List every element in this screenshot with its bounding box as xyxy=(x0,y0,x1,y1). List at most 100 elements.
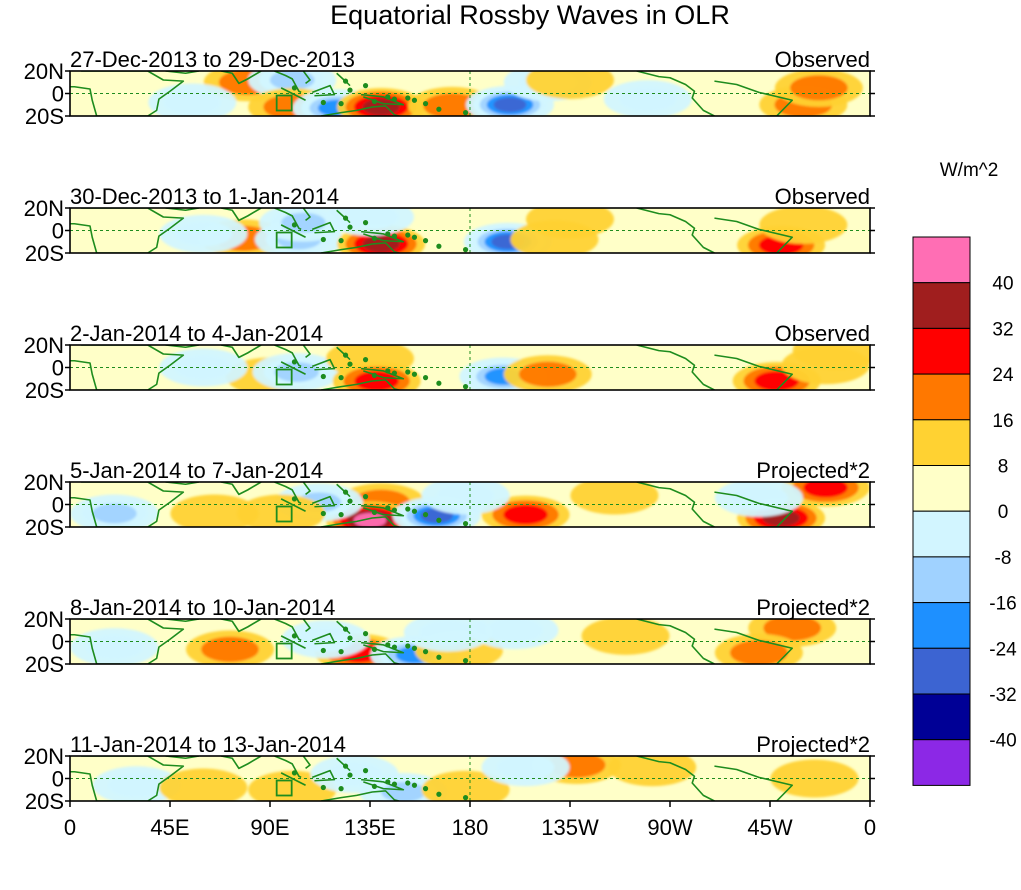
coastline xyxy=(274,619,302,642)
island xyxy=(385,642,391,648)
anomaly-contour xyxy=(781,346,870,385)
island xyxy=(371,783,378,789)
coastline xyxy=(302,208,311,222)
coastline xyxy=(320,516,400,527)
island xyxy=(362,494,369,500)
anomaly-contour xyxy=(730,485,788,511)
island xyxy=(411,782,418,788)
island xyxy=(391,781,398,787)
x-tick-label: 0 xyxy=(864,815,876,840)
colorbar-swatch xyxy=(912,419,971,466)
anomaly-contour xyxy=(341,208,399,230)
coastline xyxy=(714,354,794,390)
colorbar-tick-label: 16 xyxy=(992,411,1013,432)
y-tick-label: 0 xyxy=(52,630,64,655)
x-tick-label: 45W xyxy=(747,815,792,840)
island xyxy=(342,215,349,221)
coastline xyxy=(636,619,715,664)
coastline xyxy=(714,217,794,253)
island xyxy=(291,222,298,228)
coastline xyxy=(636,482,715,527)
island xyxy=(362,83,369,89)
island xyxy=(405,369,411,375)
island xyxy=(347,498,353,504)
colorbar-units-label: W/m^2 xyxy=(940,160,999,181)
panel-date-label: 2-Jan-2014 to 4-Jan-2014 xyxy=(70,321,323,346)
colorbar-tick-label: -24 xyxy=(989,639,1017,660)
island xyxy=(338,786,344,792)
anomaly-field xyxy=(92,756,859,801)
panel-date-label: 30-Dec-2013 to 1-Jan-2014 xyxy=(70,184,339,209)
island xyxy=(405,780,411,786)
anomaly-contour xyxy=(763,619,822,641)
island xyxy=(422,375,429,381)
anomaly-contour xyxy=(790,75,848,101)
panel-date-label: 11-Jan-2014 to 13-Jan-2014 xyxy=(70,732,346,757)
coastline xyxy=(274,71,302,94)
coastline xyxy=(302,756,311,770)
anomaly-contour xyxy=(418,619,477,646)
coastline xyxy=(636,208,715,253)
anomaly-contour xyxy=(803,482,848,498)
anomaly-contour xyxy=(570,482,659,515)
coastline xyxy=(220,345,262,359)
reference-box xyxy=(275,779,293,797)
anomaly-contour xyxy=(92,503,137,524)
coastline xyxy=(336,209,351,224)
coastline xyxy=(311,769,336,782)
island xyxy=(362,768,369,774)
reference-box xyxy=(275,505,293,523)
coastline xyxy=(220,482,262,496)
x-tick-label: 135W xyxy=(541,815,599,840)
anomaly-contour xyxy=(296,626,355,652)
island xyxy=(411,234,418,240)
x-axis: 0 45E 90E 135E 180 135W 90W 45W 0 xyxy=(64,801,876,840)
y-tick-label: 0 xyxy=(52,356,64,381)
coastline xyxy=(302,482,311,496)
coastline xyxy=(336,72,351,87)
coastlines xyxy=(70,345,794,390)
island xyxy=(320,647,326,654)
coastline xyxy=(274,345,302,368)
anomaly-contour xyxy=(526,208,614,239)
coastline xyxy=(220,71,262,85)
island xyxy=(347,224,353,230)
y-tick-label: 0 xyxy=(52,219,64,244)
island xyxy=(391,96,398,102)
anomaly-contour xyxy=(618,86,677,112)
coastline xyxy=(274,756,302,779)
anomaly-contour xyxy=(526,71,614,99)
island xyxy=(436,791,442,797)
island xyxy=(338,512,344,518)
island xyxy=(462,247,469,253)
colorbar: W/m^2 40 32 24 16 8 0 -8 -16 -24 -32 -40 xyxy=(912,160,1017,786)
y-tick-label: 0 xyxy=(52,82,64,107)
island xyxy=(371,235,378,241)
island xyxy=(436,243,442,249)
coastline xyxy=(302,71,311,85)
coastline xyxy=(336,757,351,772)
island xyxy=(422,512,429,518)
coastline xyxy=(280,498,306,512)
coastline xyxy=(311,632,336,645)
y-tick-label: 20S xyxy=(25,652,64,677)
island xyxy=(347,635,353,641)
colorbar-swatch xyxy=(912,327,971,375)
coastline xyxy=(714,80,794,116)
island xyxy=(411,645,418,651)
island xyxy=(338,101,344,107)
anomaly-contour xyxy=(163,89,222,116)
coastline xyxy=(70,482,185,527)
anomaly-contour xyxy=(174,221,233,247)
island xyxy=(391,233,398,239)
colorbar-swatch xyxy=(912,236,971,284)
anomaly-contour xyxy=(759,208,848,244)
coastline xyxy=(714,491,794,527)
coastline xyxy=(70,71,185,116)
anomaly-contour xyxy=(237,494,326,527)
y-tick-label: 20S xyxy=(25,515,64,540)
coastline xyxy=(220,756,262,770)
colorbar-tick-label: -32 xyxy=(989,685,1016,706)
y-tick-label: 20N xyxy=(24,196,64,221)
